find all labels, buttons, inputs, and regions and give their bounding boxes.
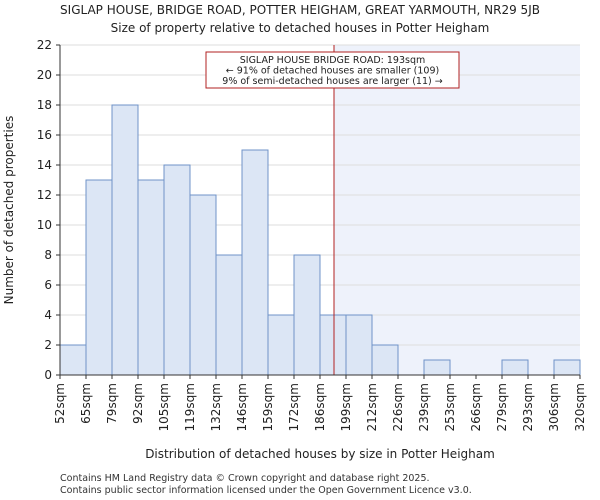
x-tick-label: 279sqm <box>495 383 509 431</box>
x-tick-label: 79sqm <box>105 383 119 424</box>
x-tick-label: 320sqm <box>573 383 587 431</box>
y-tick-label: 12 <box>37 188 52 202</box>
x-tick-label: 306sqm <box>547 383 561 431</box>
bar <box>137 179 165 376</box>
bar <box>163 164 191 376</box>
bar <box>189 194 217 376</box>
annotation-line-2: ← 91% of detached houses are smaller (10… <box>226 66 439 77</box>
bar <box>319 314 347 376</box>
bar <box>553 359 581 376</box>
x-tick-label: 172sqm <box>287 383 301 431</box>
x-tick-label: 186sqm <box>313 383 327 431</box>
bars <box>59 104 581 376</box>
chart-subtitle: Size of property relative to detached ho… <box>110 21 490 35</box>
bar <box>215 254 243 376</box>
y-tick-label: 16 <box>37 128 52 142</box>
chart-title: SIGLAP HOUSE, BRIDGE ROAD, POTTER HEIGHA… <box>60 3 540 17</box>
x-tick-label: 146sqm <box>235 383 249 431</box>
y-tick-label: 20 <box>37 68 52 82</box>
x-tick-label: 239sqm <box>417 383 431 431</box>
x-tick-label: 132sqm <box>209 383 223 431</box>
y-tick-label: 10 <box>37 218 52 232</box>
bar <box>371 344 399 376</box>
y-tick-label: 0 <box>44 368 52 382</box>
bar <box>293 254 321 376</box>
x-tick-label: 266sqm <box>469 383 483 431</box>
x-tick-label: 253sqm <box>443 383 457 431</box>
x-tick-label: 65sqm <box>79 383 93 424</box>
highlight-region <box>334 45 580 375</box>
bar <box>345 314 373 376</box>
x-tick-label: 212sqm <box>365 383 379 431</box>
y-tick-label: 14 <box>37 158 52 172</box>
y-tick-label: 6 <box>44 278 52 292</box>
x-tick-label: 52sqm <box>53 383 67 424</box>
x-tick-label: 159sqm <box>261 383 275 431</box>
x-axis-label: Distribution of detached houses by size … <box>145 447 495 461</box>
bar <box>267 314 295 376</box>
y-axis-label: Number of detached properties <box>2 116 16 305</box>
bar <box>501 359 529 376</box>
annotation-line-1: SIGLAP HOUSE BRIDGE ROAD: 193sqm <box>240 55 426 66</box>
y-axis: 0 2 4 6 8 10 12 14 16 18 20 22 <box>37 38 60 382</box>
y-tick-label: 22 <box>37 38 52 52</box>
bar <box>111 104 139 376</box>
annotation-frame <box>205 51 460 89</box>
bar <box>423 359 451 376</box>
x-tick-label: 92sqm <box>131 383 145 424</box>
bar <box>85 179 113 376</box>
y-tick-label: 18 <box>37 98 52 112</box>
x-tick-label: 199sqm <box>339 383 353 431</box>
y-tick-label: 4 <box>44 308 52 322</box>
annotation-box: SIGLAP HOUSE BRIDGE ROAD: 193sqm ← 91% o… <box>205 51 460 89</box>
annotation-line-3: 9% of semi-detached houses are larger (1… <box>222 76 442 87</box>
x-tick-label: 293sqm <box>521 383 535 431</box>
bar <box>241 149 269 376</box>
footer-line-2: Contains public sector information licen… <box>60 485 472 496</box>
x-tick-label: 226sqm <box>391 383 405 431</box>
x-tick-label: 105sqm <box>157 383 171 431</box>
x-tick-label: 119sqm <box>183 383 197 431</box>
bar <box>59 344 87 376</box>
y-tick-label: 8 <box>44 248 52 262</box>
y-tick-label: 2 <box>44 338 52 352</box>
x-axis: 52sqm 65sqm 79sqm 92sqm 105sqm 119sqm 132sqm 14… <box>53 375 587 431</box>
footer-line-1: Contains HM Land Registry data © Crown c… <box>60 473 430 484</box>
bar-chart: 0 2 4 6 8 10 12 14 16 18 20 22 52sqm 65sqm 79sqm 92sqm… <box>2 38 587 461</box>
